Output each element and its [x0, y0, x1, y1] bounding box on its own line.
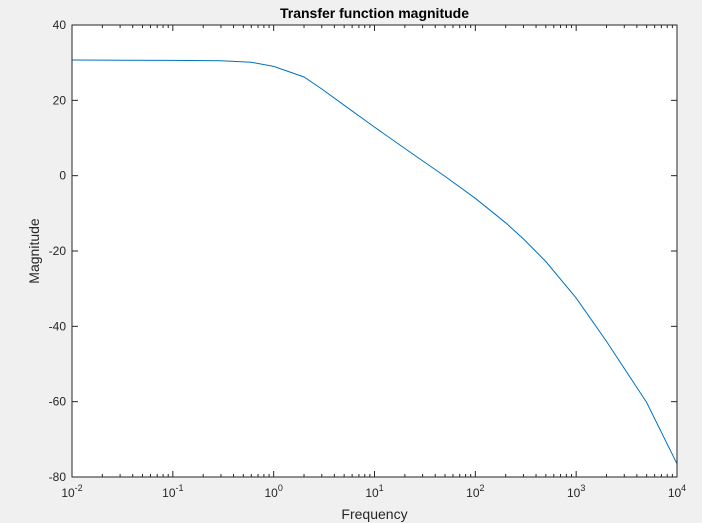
y-tick-label: -20 — [49, 244, 67, 258]
x-tick-labels: 10-2 10-1 100 101 102 103 104 — [61, 483, 686, 500]
y-tick-label: 20 — [53, 93, 67, 107]
x-tick-label: 100 — [264, 483, 282, 500]
axes-background — [72, 25, 677, 477]
y-tick-labels: 40 20 0 -20 -40 -60 -80 — [49, 18, 67, 484]
x-axis-title: Frequency — [341, 506, 407, 522]
x-tick-label: 104 — [668, 483, 686, 500]
y-tick-label: 0 — [59, 169, 66, 183]
series-line — [71, 59, 678, 465]
x-tick-label: 10-2 — [61, 483, 82, 500]
x-tick-label: 10-1 — [162, 483, 183, 500]
y-tick-label: -60 — [49, 395, 67, 409]
y-tick-label: -40 — [49, 319, 67, 333]
major-ticks — [71, 24, 678, 478]
y-axis-title: Magnitude — [26, 218, 42, 284]
axes-box — [71, 24, 678, 478]
y-tick-label: -80 — [49, 470, 67, 484]
x-tick-label: 101 — [365, 483, 383, 500]
x-tick-label: 103 — [567, 483, 585, 500]
chart-title: Transfer function magnitude — [280, 5, 469, 21]
y-tick-label: 40 — [53, 18, 67, 32]
x-tick-label: 102 — [466, 483, 484, 500]
